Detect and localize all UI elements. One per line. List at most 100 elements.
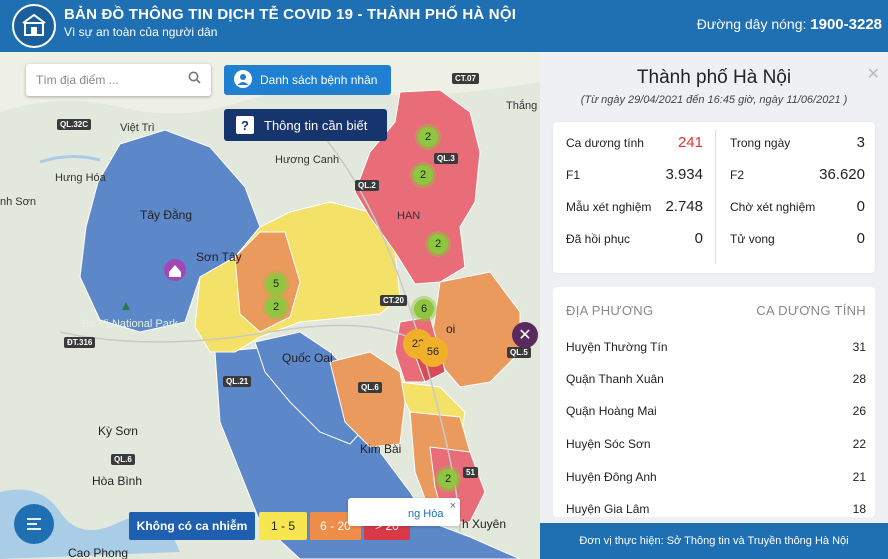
road-label: QL.32C xyxy=(57,119,92,130)
stats-divider xyxy=(715,130,716,264)
place-label: Kim Bài xyxy=(360,442,402,456)
locality-name: Huyện Gia Lâm xyxy=(566,502,650,516)
app-title: BẢN ĐỒ THÔNG TIN DỊCH TỄ COVID 19 - THÀN… xyxy=(64,6,517,23)
road-label: 51 xyxy=(463,467,478,478)
place-label: Thắng xyxy=(506,100,538,112)
place-label: Ba Vì National Park xyxy=(82,318,178,330)
locality-name: Huyện Sóc Sơn xyxy=(566,437,651,451)
place-label: Sơn Tây xyxy=(196,250,242,264)
info-button-label: Thông tin cần biết xyxy=(264,117,368,133)
list-item[interactable]: Quận Hoàng Mai 26 xyxy=(566,404,866,426)
hotline-label: Đường dây nóng: xyxy=(696,16,807,32)
place-label: Hòa Bình xyxy=(92,474,143,488)
locality-name: Quận Thanh Xuân xyxy=(566,372,664,386)
place-label: Cao Phong xyxy=(68,546,129,559)
list-header-locality: ĐỊA PHƯƠNG xyxy=(566,303,654,318)
search-input[interactable]: Tìm địa điểm ... xyxy=(26,64,211,96)
stat-label-today: Trong ngày xyxy=(730,136,791,150)
case-cluster[interactable]: 6 xyxy=(411,296,437,322)
road-label: CT.07 xyxy=(452,73,479,84)
place-label: Hưng Hóa xyxy=(55,172,106,184)
list-item[interactable]: Huyện Sóc Sơn 22 xyxy=(566,437,866,459)
info-button[interactable]: ? Thông tin cần biết xyxy=(224,109,387,141)
road-label: ĐT.316 xyxy=(64,337,96,348)
stat-label-pending: Chờ xét nghiệm xyxy=(730,200,816,214)
stat-label-f1: F1 xyxy=(566,168,581,182)
locality-name: Huyện Đông Anh xyxy=(566,470,657,484)
place-label: Việt Trì xyxy=(120,122,155,134)
road-label: CT.20 xyxy=(380,295,407,306)
case-cluster[interactable]: 2 xyxy=(263,294,289,320)
stat-value-deaths: 0 xyxy=(856,230,865,247)
stat-label-tested: Mẫu xét nghiệm xyxy=(566,200,652,214)
road-label: QL.6 xyxy=(358,382,382,393)
locality-count: 31 xyxy=(852,340,866,354)
locality-count: 26 xyxy=(852,404,866,418)
menu-icon xyxy=(27,518,41,530)
case-cluster[interactable]: 56 xyxy=(418,337,448,367)
footer-credit: Đơn vị thực hiện: Sở Thông tin và Truyền… xyxy=(540,523,888,559)
list-item[interactable]: Huyện Đông Anh 21 xyxy=(566,470,866,492)
question-icon: ? xyxy=(236,116,254,134)
panel-title: Thành phố Hà Nội xyxy=(636,67,792,88)
search-placeholder: Tìm địa điểm ... xyxy=(36,73,119,87)
legend-no-cases[interactable]: Không có ca nhiễm xyxy=(129,512,255,540)
app-header: BẢN ĐỒ THÔNG TIN DỊCH TỄ COVID 19 - THÀN… xyxy=(0,0,888,52)
road-label: QL.6 xyxy=(111,454,135,465)
locality-count: 28 xyxy=(852,372,866,386)
patient-list-label: Danh sách bệnh nhân xyxy=(260,73,378,87)
place-label: Hương Canh xyxy=(275,154,340,166)
stat-label-positive: Ca dương tính xyxy=(566,136,644,150)
list-item[interactable]: Quận Thanh Xuân 28 xyxy=(566,372,866,394)
place-label: Tây Đằng xyxy=(140,208,193,222)
locality-count: 18 xyxy=(852,502,866,516)
stat-value-positive: 241 xyxy=(677,134,703,151)
legend-1-5[interactable]: 1 - 5 xyxy=(259,512,307,540)
place-label: Kỳ Sơn xyxy=(98,424,138,438)
popup-close-icon[interactable]: × xyxy=(449,500,456,512)
stat-value-recovered: 0 xyxy=(694,230,703,247)
locality-name: Quận Hoàng Mai xyxy=(566,404,657,418)
menu-button[interactable] xyxy=(14,504,54,544)
stat-label-deaths: Tử vong xyxy=(730,232,775,246)
panel-close-icon[interactable]: ✕ xyxy=(866,66,880,83)
road-label: QL.3 xyxy=(434,153,458,164)
place-label: nh Sơn xyxy=(0,196,36,208)
case-cluster[interactable]: 2 xyxy=(425,231,451,257)
case-cluster[interactable]: 2 xyxy=(415,124,441,150)
place-label: h Xuyên xyxy=(462,517,507,531)
place-label: HAN xyxy=(397,210,421,222)
stat-value-today: 3 xyxy=(856,134,865,151)
date-range: (Từ ngày 29/04/2021 đến 16:45 giờ, ngày … xyxy=(580,94,848,106)
road-label: QL.2 xyxy=(355,180,379,191)
patient-list-button[interactable]: Danh sách bệnh nhân xyxy=(224,65,391,95)
place-label: Quốc Oai xyxy=(282,351,333,365)
hotline-number[interactable]: 1900-3228 xyxy=(810,16,882,33)
stats-card: Ca dương tính 241 F1 3.934 Mẫu xét nghiệ… xyxy=(553,122,875,273)
info-panel: Thành phố Hà Nội ✕ (Từ ngày 29/04/2021 đ… xyxy=(540,52,888,559)
popup-text: ng Hòa xyxy=(408,508,444,520)
place-label: oi xyxy=(446,322,456,336)
locality-list: ĐỊA PHƯƠNG CA DƯƠNG TÍNH Huyện Thường Tí… xyxy=(553,287,875,517)
list-item[interactable]: Huyện Gia Lâm 18 xyxy=(566,502,866,524)
locality-count: 22 xyxy=(852,437,866,451)
hotline: Đường dây nóng: 1900-3228 xyxy=(697,16,882,33)
search-icon[interactable] xyxy=(188,71,201,89)
case-cluster[interactable]: 2 xyxy=(435,466,461,492)
road-label: QL.21 xyxy=(223,376,252,387)
stat-value-f2: 36.620 xyxy=(819,166,865,183)
case-cluster[interactable]: 2 xyxy=(410,162,436,188)
locality-name: Huyện Thường Tín xyxy=(566,340,668,354)
user-icon xyxy=(234,69,252,91)
stat-value-tested: 2.748 xyxy=(665,198,703,215)
stat-label-recovered: Đã hồi phục xyxy=(566,232,631,246)
hanoi-logo-icon xyxy=(12,4,56,48)
district-popup: ng Hòa × xyxy=(348,498,460,526)
legend-6-20[interactable]: 6 - 20 xyxy=(310,512,361,540)
locality-count: 21 xyxy=(852,470,866,484)
list-header-positive: CA DƯƠNG TÍNH xyxy=(756,303,866,318)
map-view[interactable]: Việt Trì Hương Canh Hưng Hóa nh Sơn Tây … xyxy=(0,52,540,559)
close-icon[interactable]: ✕ xyxy=(512,322,538,348)
app-subtitle: Vì sự an toàn của người dân xyxy=(64,25,218,39)
list-item[interactable]: Huyện Thường Tín 31 xyxy=(566,340,866,362)
